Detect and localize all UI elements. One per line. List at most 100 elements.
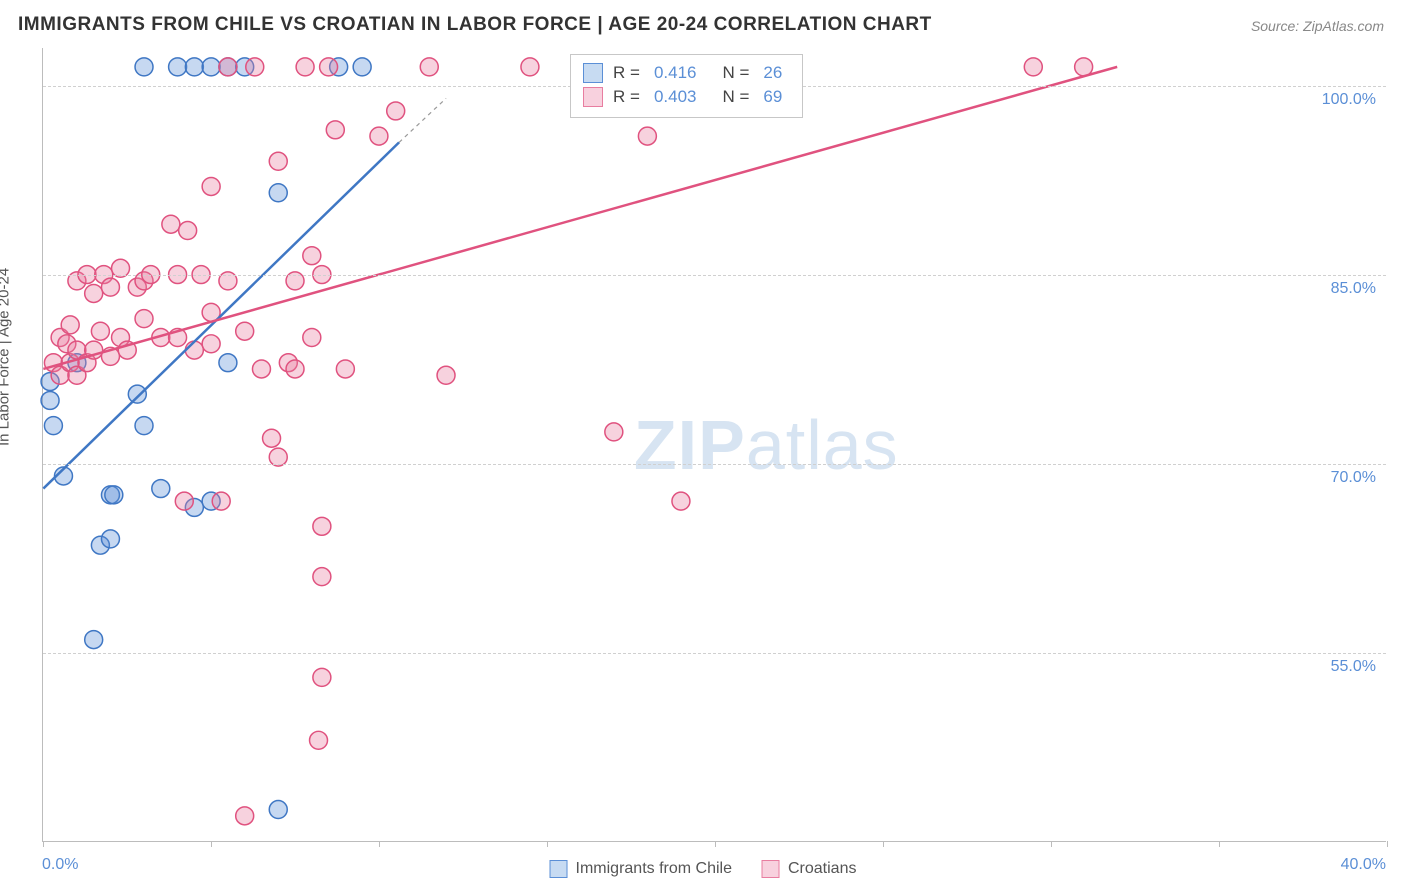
scatter-point	[152, 480, 170, 498]
scatter-point	[605, 423, 623, 441]
scatter-point	[326, 121, 344, 139]
scatter-point	[185, 341, 203, 359]
x-tick	[883, 841, 884, 847]
x-tick	[1387, 841, 1388, 847]
scatter-point	[303, 247, 321, 265]
stats-row: R = 0.403 N = 69	[583, 85, 786, 109]
scatter-point	[202, 177, 220, 195]
scatter-point	[310, 731, 328, 749]
scatter-point	[269, 184, 287, 202]
scatter-plot-svg	[43, 48, 1386, 841]
scatter-point	[672, 492, 690, 510]
stats-n-value: 26	[763, 63, 782, 83]
legend-swatch	[550, 860, 568, 878]
scatter-point	[85, 631, 103, 649]
stats-n-label: N =	[722, 63, 749, 83]
stats-n-value: 69	[763, 87, 782, 107]
scatter-point	[303, 329, 321, 347]
scatter-point	[353, 58, 371, 76]
stats-swatch	[583, 87, 603, 107]
scatter-point	[313, 517, 331, 535]
trend-line-extension	[399, 98, 446, 142]
legend-label: Immigrants from Chile	[576, 860, 732, 878]
scatter-point	[269, 801, 287, 819]
scatter-point	[169, 58, 187, 76]
scatter-point	[135, 58, 153, 76]
x-tick	[379, 841, 380, 847]
x-axis-min-label: 0.0%	[42, 856, 78, 874]
scatter-point	[202, 335, 220, 353]
scatter-point	[370, 127, 388, 145]
scatter-point	[128, 385, 146, 403]
scatter-point	[219, 354, 237, 372]
chart-plot-area: ZIPatlas 55.0%70.0%85.0%100.0%	[42, 48, 1386, 842]
scatter-point	[638, 127, 656, 145]
scatter-point	[246, 58, 264, 76]
stats-n-label: N =	[722, 87, 749, 107]
scatter-point	[1075, 58, 1093, 76]
y-gridline	[43, 275, 1386, 276]
scatter-point	[101, 278, 119, 296]
stats-r-value: 0.416	[654, 63, 697, 83]
legend-item: Immigrants from Chile	[550, 860, 732, 878]
scatter-point	[135, 310, 153, 328]
x-tick	[211, 841, 212, 847]
stats-r-label: R =	[613, 63, 640, 83]
scatter-point	[44, 417, 62, 435]
scatter-point	[313, 568, 331, 586]
scatter-point	[219, 58, 237, 76]
bottom-legend: Immigrants from Chile Croatians	[550, 860, 857, 878]
scatter-point	[61, 316, 79, 334]
scatter-point	[135, 417, 153, 435]
x-axis-max-label: 40.0%	[1341, 856, 1386, 874]
legend-item: Croatians	[762, 860, 856, 878]
scatter-point	[162, 215, 180, 233]
scatter-point	[437, 366, 455, 384]
scatter-point	[521, 58, 539, 76]
scatter-point	[105, 486, 123, 504]
x-tick	[1051, 841, 1052, 847]
y-axis-title: In Labor Force | Age 20-24	[0, 268, 13, 446]
x-tick	[547, 841, 548, 847]
scatter-point	[320, 58, 338, 76]
y-tick-label: 85.0%	[1331, 280, 1376, 298]
scatter-point	[236, 807, 254, 825]
y-tick-label: 100.0%	[1322, 91, 1376, 109]
scatter-point	[212, 492, 230, 510]
x-tick	[715, 841, 716, 847]
y-gridline	[43, 653, 1386, 654]
y-gridline	[43, 464, 1386, 465]
scatter-point	[313, 668, 331, 686]
scatter-point	[420, 58, 438, 76]
scatter-point	[296, 58, 314, 76]
scatter-point	[179, 222, 197, 240]
scatter-point	[387, 102, 405, 120]
chart-title: IMMIGRANTS FROM CHILE VS CROATIAN IN LAB…	[18, 14, 932, 36]
scatter-point	[1024, 58, 1042, 76]
source-attribution: Source: ZipAtlas.com	[1251, 18, 1384, 34]
scatter-point	[101, 530, 119, 548]
scatter-point	[236, 322, 254, 340]
scatter-point	[269, 152, 287, 170]
legend-label: Croatians	[788, 860, 856, 878]
stats-r-value: 0.403	[654, 87, 697, 107]
stats-swatch	[583, 63, 603, 83]
scatter-point	[185, 58, 203, 76]
legend-swatch	[762, 860, 780, 878]
scatter-point	[336, 360, 354, 378]
y-tick-label: 55.0%	[1331, 658, 1376, 676]
stats-r-label: R =	[613, 87, 640, 107]
scatter-point	[202, 58, 220, 76]
scatter-point	[175, 492, 193, 510]
scatter-point	[263, 429, 281, 447]
scatter-point	[91, 322, 109, 340]
x-tick	[43, 841, 44, 847]
x-tick	[1219, 841, 1220, 847]
trend-line	[43, 142, 399, 488]
y-tick-label: 70.0%	[1331, 469, 1376, 487]
scatter-point	[252, 360, 270, 378]
correlation-stats-box: R = 0.416 N = 26 R = 0.403 N = 69	[570, 54, 803, 118]
scatter-point	[85, 284, 103, 302]
stats-row: R = 0.416 N = 26	[583, 61, 786, 85]
scatter-point	[41, 391, 59, 409]
